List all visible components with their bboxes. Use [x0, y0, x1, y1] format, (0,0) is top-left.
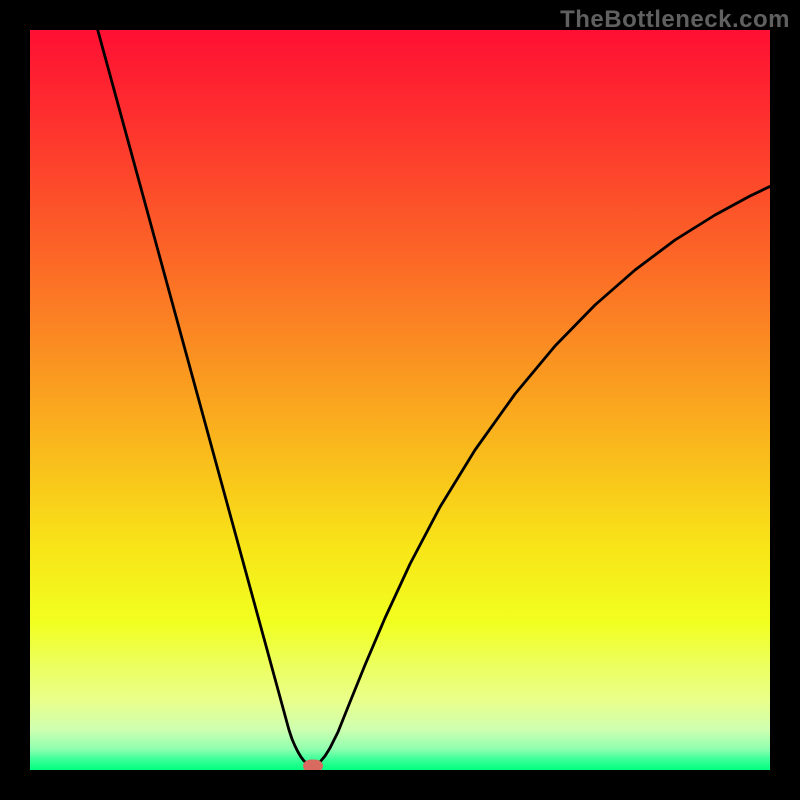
plot-area [30, 30, 770, 770]
watermark-text: TheBottleneck.com [560, 6, 790, 34]
bottleneck-curve [30, 30, 770, 770]
chart-frame: TheBottleneck.com [0, 0, 800, 800]
minimum-marker [303, 760, 323, 771]
